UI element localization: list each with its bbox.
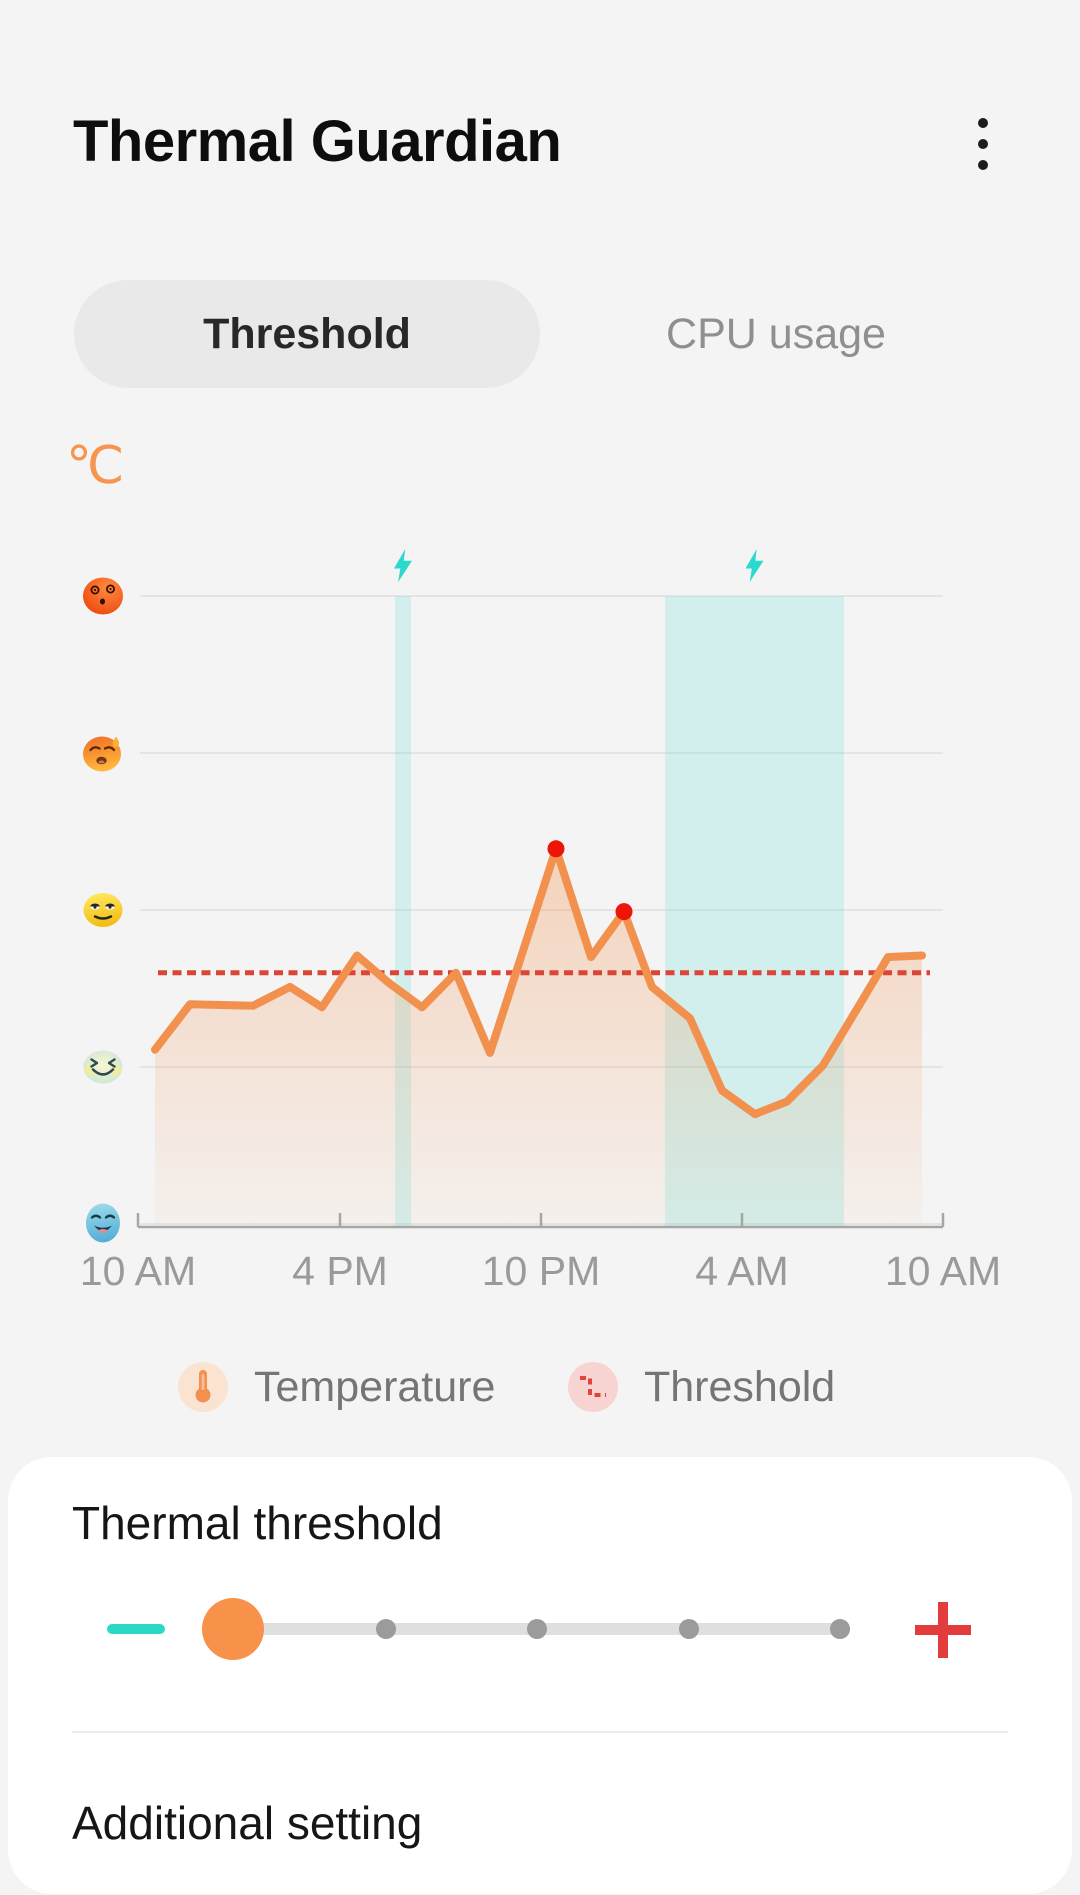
x-axis-label: 4 PM (292, 1248, 388, 1294)
thermometer-icon (178, 1362, 228, 1412)
temperature-threshold-chart (136, 549, 945, 1229)
charging-band (665, 596, 844, 1227)
overheated-face-icon (82, 575, 124, 617)
additional-setting-label: Additional setting (72, 1797, 423, 1849)
y-axis-unit-celsius: ℃ (66, 437, 125, 495)
temperature-area-fill (155, 848, 922, 1227)
x-axis-label: 10 PM (481, 1248, 601, 1294)
slider-step-dot (376, 1619, 396, 1639)
cold-sleepy-face-icon (82, 1202, 124, 1244)
exhausted-hot-face-icon (82, 732, 124, 774)
content-face-icon (82, 1046, 124, 1088)
threshold-exceeded-dot (615, 903, 633, 921)
tab-cpu-usage[interactable]: CPU usage (596, 280, 956, 388)
more-options-icon[interactable] (955, 106, 1011, 182)
slider-step-dot (679, 1619, 699, 1639)
x-axis-label: 10 AM (79, 1248, 197, 1294)
threshold-slider-thumb[interactable] (202, 1598, 264, 1660)
charging-bolt-icon (745, 549, 764, 582)
legend-temperature-label: Temperature (254, 1362, 496, 1411)
threshold-exceeded-dot (547, 840, 565, 858)
decrease-threshold-button[interactable] (99, 1610, 173, 1650)
legend-threshold-label: Threshold (644, 1362, 836, 1411)
tab-threshold-label: Threshold (203, 309, 411, 358)
slider-step-dot (830, 1619, 850, 1639)
unamused-face-icon (82, 889, 124, 931)
dot (978, 139, 988, 149)
section-divider (72, 1731, 1008, 1733)
page-title: Thermal Guardian (73, 109, 562, 174)
legend-temperature: Temperature (178, 1362, 495, 1412)
temperature-line (151, 844, 926, 1119)
plus-icon-bar (938, 1602, 948, 1658)
increase-threshold-button[interactable] (908, 1601, 978, 1659)
dot (978, 118, 988, 128)
panel-title: Thermal threshold (72, 1497, 443, 1549)
x-axis-label: 4 AM (695, 1248, 789, 1294)
thermal-threshold-card (8, 1457, 1072, 1894)
charging-bolt-icon (394, 549, 412, 582)
tab-threshold[interactable]: Threshold (74, 280, 540, 388)
tab-cpu-usage-label: CPU usage (666, 309, 886, 358)
dashed-step-icon (568, 1362, 618, 1412)
dot (978, 160, 988, 170)
charging-band (395, 596, 411, 1227)
minus-icon (107, 1624, 165, 1634)
slider-step-dot (527, 1619, 547, 1639)
x-axis-label: 10 AM (884, 1248, 1002, 1294)
legend-threshold: Threshold (568, 1362, 835, 1412)
